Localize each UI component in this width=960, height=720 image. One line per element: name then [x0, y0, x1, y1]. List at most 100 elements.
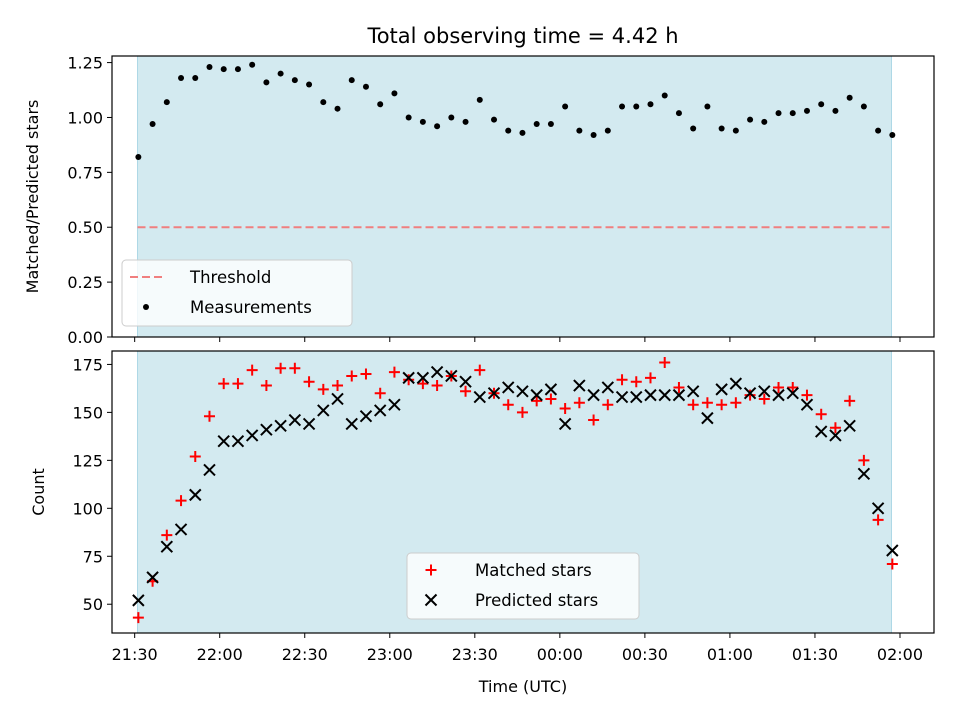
data-point — [871, 502, 885, 515]
data-point — [814, 425, 828, 438]
axes-frame — [111, 55, 935, 338]
data-point — [573, 397, 585, 409]
legend-box — [406, 552, 640, 620]
data-point — [786, 386, 799, 400]
data-point — [644, 388, 657, 402]
data-point — [232, 378, 244, 390]
y-axis-label: Count — [29, 468, 48, 516]
data-point — [704, 103, 711, 110]
data-point — [474, 364, 486, 376]
data-point — [163, 99, 170, 106]
data-point — [690, 125, 697, 132]
y-tick-label: 50 — [83, 595, 103, 614]
legend-marker — [424, 593, 438, 607]
data-point — [132, 594, 145, 607]
y-tick-label: 150 — [72, 403, 103, 422]
data-point — [761, 118, 768, 125]
legend-entry: Threshold — [189, 268, 271, 287]
data-point — [405, 114, 412, 121]
data-point — [844, 395, 856, 407]
data-point — [758, 385, 771, 398]
data-point — [203, 463, 216, 477]
data-point — [590, 132, 597, 139]
series-matched-stars — [132, 357, 898, 624]
data-point — [729, 377, 743, 390]
data-point — [601, 381, 615, 394]
data-point — [661, 92, 668, 99]
data-point — [332, 380, 344, 392]
data-point — [633, 103, 640, 110]
data-point — [473, 390, 486, 404]
data-point — [161, 529, 173, 541]
x-tick-label: 01:00 — [707, 645, 753, 664]
data-point — [886, 558, 898, 570]
data-point — [832, 107, 839, 114]
data-point — [220, 66, 227, 73]
data-point — [348, 77, 355, 84]
data-point — [374, 387, 386, 399]
data-point — [234, 66, 241, 73]
x-axis-label: Time (UTC) — [478, 677, 567, 696]
data-point — [275, 362, 287, 374]
data-point — [487, 386, 501, 400]
data-point — [615, 390, 629, 404]
data-point — [701, 397, 713, 409]
data-point — [843, 419, 856, 433]
data-point — [416, 371, 430, 385]
data-point — [373, 404, 387, 417]
data-point — [775, 110, 782, 117]
data-point — [558, 417, 572, 431]
data-point — [516, 385, 529, 398]
data-point — [491, 116, 498, 123]
data-point — [789, 110, 796, 117]
data-point — [403, 374, 415, 386]
data-point — [260, 423, 273, 436]
data-point — [419, 118, 426, 125]
data-point — [616, 374, 628, 386]
axes-frame — [111, 350, 935, 634]
data-point — [445, 369, 458, 383]
data-point — [231, 434, 245, 448]
data-point — [345, 417, 358, 431]
data-point — [360, 368, 372, 380]
data-point — [274, 419, 287, 433]
data-point — [604, 127, 611, 134]
data-point — [303, 376, 315, 388]
y-tick-label: 0.75 — [67, 163, 103, 182]
data-point — [218, 378, 230, 390]
data-point — [331, 392, 344, 406]
data-point — [659, 357, 671, 369]
data-point — [362, 83, 369, 90]
data-point — [588, 414, 600, 426]
data-point — [175, 495, 187, 507]
legend: Threshold Measurements — [121, 259, 353, 327]
data-point — [149, 121, 156, 128]
data-point — [317, 404, 330, 417]
data-point — [174, 523, 188, 536]
data-point — [602, 399, 614, 411]
data-point — [249, 61, 256, 68]
data-point — [160, 540, 174, 553]
y-tick-label: 0.00 — [67, 328, 103, 347]
data-point — [773, 381, 785, 393]
bottom-panel: 50 75 100 125 150 175 21:30 22:00 22:30 23:00 23:3… — [29, 350, 935, 664]
x-tick-label: 01:30 — [792, 645, 838, 664]
legend-entry: Matched stars — [475, 561, 592, 580]
data-point — [772, 388, 785, 402]
y-tick-label: 0.25 — [67, 273, 103, 292]
data-point — [658, 388, 671, 402]
x-tick-label: 21:30 — [112, 645, 158, 664]
data-point — [718, 125, 725, 132]
data-point — [289, 362, 301, 374]
data-point — [758, 393, 770, 405]
data-point — [559, 403, 571, 415]
data-point — [206, 63, 213, 70]
data-point — [217, 434, 230, 448]
data-point — [317, 383, 329, 395]
data-point — [189, 488, 202, 502]
data-point — [829, 422, 841, 434]
data-point — [576, 127, 583, 134]
x-tick-label: 00:30 — [622, 645, 668, 664]
data-point — [531, 395, 543, 407]
